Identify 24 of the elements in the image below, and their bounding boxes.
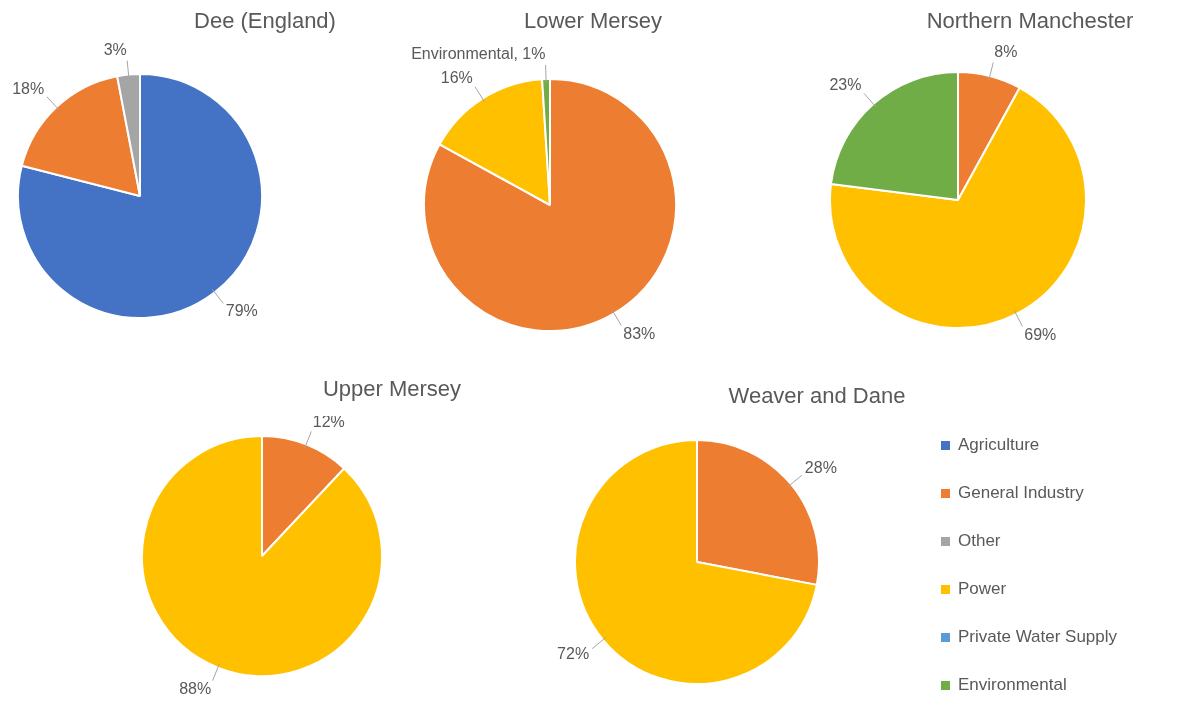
data-label: 69% — [1024, 325, 1057, 343]
chart-title: Dee (England) — [194, 8, 336, 34]
data-label: 88% — [179, 680, 212, 698]
legend-label: Environmental — [958, 675, 1067, 695]
data-label: Environmental, 1% — [411, 45, 546, 63]
legend-label: Agriculture — [958, 435, 1040, 455]
chart-title: Upper Mersey — [322, 376, 462, 402]
data-label: 8% — [994, 43, 1018, 61]
data-label: 72% — [557, 645, 590, 663]
chart-title: Northern Manchester — [926, 8, 1134, 34]
data-label: 12% — [312, 412, 345, 430]
legend-label: Private Water Supply — [958, 627, 1118, 647]
data-label: 23% — [829, 76, 862, 94]
chart-title: Lower Mersey — [523, 8, 663, 34]
legend-label: General Industry — [958, 483, 1084, 503]
data-label: 79% — [225, 301, 258, 319]
data-label: 3% — [103, 41, 127, 59]
data-label: 18% — [12, 79, 45, 97]
legend-label: Other — [958, 531, 1001, 551]
data-label: 83% — [623, 324, 656, 342]
chart-title: Weaver and Dane — [728, 383, 906, 409]
data-label: 16% — [440, 68, 473, 86]
data-label: 28% — [804, 459, 837, 477]
legend-label: Power — [958, 579, 1007, 599]
